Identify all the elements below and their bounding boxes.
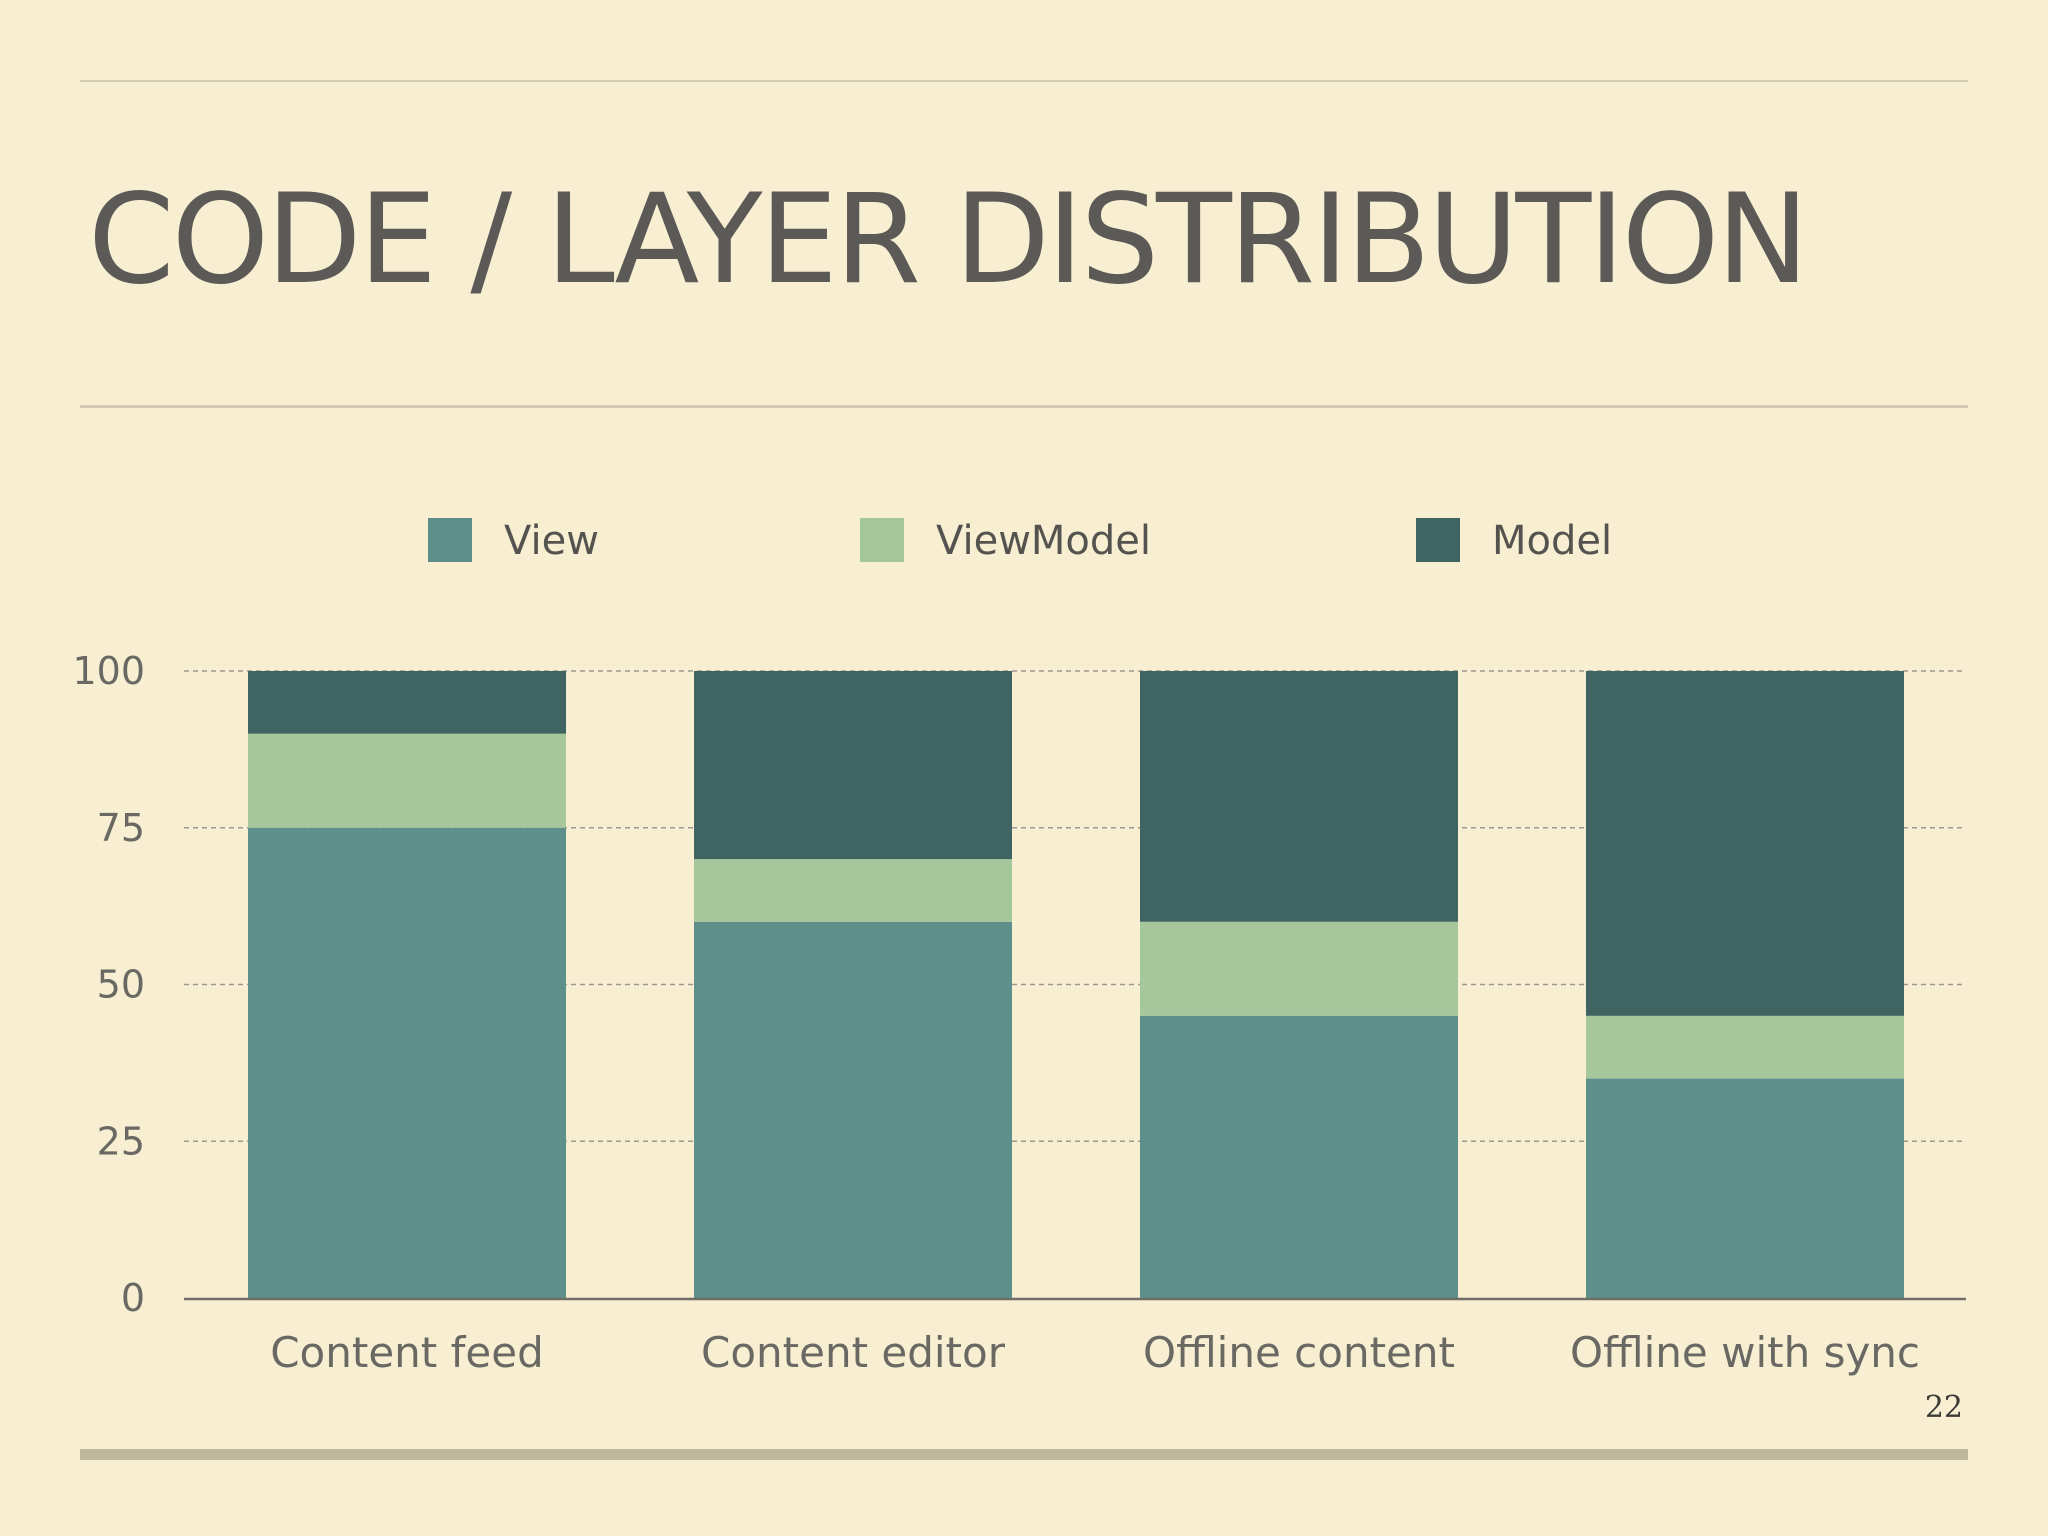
y-tick-label-0: 0: [121, 1276, 145, 1320]
x-tick-label-offline-with-sync: Offline with sync: [1570, 1328, 1920, 1377]
bar-offline-with-sync-model: [1586, 671, 1904, 1016]
legend-swatch-viewmodel: [860, 518, 904, 562]
bars: [248, 671, 1904, 1298]
bar-offline-with-sync-view: [1586, 1078, 1904, 1298]
slide-number: 22: [1924, 1390, 1963, 1425]
y-tick-label-25: 25: [97, 1119, 145, 1163]
legend-label-viewmodel: ViewModel: [936, 518, 1151, 564]
bar-offline-content-model: [1140, 671, 1458, 922]
bottom-divider: [80, 1449, 1968, 1460]
y-tick-label-75: 75: [97, 806, 145, 850]
bar-content-feed-view: [248, 827, 566, 1298]
bar-offline-content-viewmodel: [1140, 921, 1458, 1016]
legend-swatch-model: [1416, 518, 1460, 562]
top-divider: [80, 80, 1968, 82]
x-tick-label-content-editor: Content editor: [701, 1328, 1006, 1377]
legend: View ViewModel Model: [428, 518, 1612, 564]
bar-offline-content-view: [1140, 1015, 1458, 1298]
axes: 0 25 50 75 100 Content feed Content editor Offl…: [72, 649, 1966, 1377]
legend-swatch-view: [428, 518, 472, 562]
legend-label-model: Model: [1492, 518, 1612, 564]
y-tick-label-50: 50: [97, 963, 145, 1007]
x-tick-label-content-feed: Content feed: [270, 1328, 544, 1377]
bar-content-feed-model: [248, 671, 566, 734]
title-divider: [80, 405, 1968, 408]
bar-content-editor-viewmodel: [694, 859, 1012, 922]
bar-offline-with-sync-viewmodel: [1586, 1015, 1904, 1079]
x-tick-label-offline-content: Offline content: [1143, 1328, 1455, 1377]
slide-title: CODE / LAYER DISTRIBUTION: [88, 168, 1809, 312]
bar-content-feed-viewmodel: [248, 733, 566, 828]
legend-label-view: View: [504, 518, 599, 564]
bar-content-editor-model: [694, 671, 1012, 860]
y-tick-label-100: 100: [72, 649, 145, 693]
bar-content-editor-view: [694, 921, 1012, 1298]
